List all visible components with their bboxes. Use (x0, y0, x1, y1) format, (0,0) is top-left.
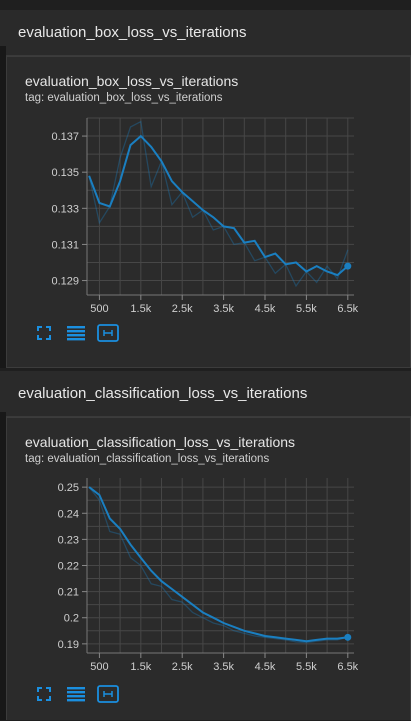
chart-card-classification-loss: evaluation_classification_loss_vs_iterat… (6, 417, 411, 720)
line-chart-classification-loss[interactable]: 0.19 0.2 0.21 0.22 0.23 0.24 0.25 500 1.5k 2.5k 3.… (7, 418, 411, 721)
last-point-marker (344, 262, 352, 270)
y-tick-label: 0.22 (58, 561, 79, 573)
y-tick-label: 0.23 (58, 534, 79, 546)
y-tick-label: 0.131 (51, 239, 79, 251)
y-tick-label: 0.25 (58, 482, 79, 494)
fullscreen-button[interactable] (33, 322, 55, 344)
fit-domain-button[interactable] (97, 322, 119, 344)
y-tick-label: 0.137 (51, 131, 79, 143)
data-table-button[interactable] (65, 683, 87, 705)
y-tick-label: 0.21 (58, 587, 79, 599)
fullscreen-icon (37, 326, 51, 340)
smoothed-series-line (88, 134, 349, 277)
chart-card-box-loss: evaluation_box_loss_vs_iterations tag: e… (6, 56, 411, 368)
section-header-classification-loss[interactable]: evaluation_classification_loss_vs_iterat… (0, 371, 411, 417)
x-tick-label: 500 (90, 661, 108, 673)
chart-toolbar (33, 683, 119, 705)
y-tick-label: 0.2 (64, 613, 79, 625)
section-header-box-loss[interactable]: evaluation_box_loss_vs_iterations (0, 10, 411, 56)
section-title: evaluation_classification_loss_vs_iterat… (18, 385, 308, 402)
chart-toolbar (33, 322, 119, 344)
chart-card-tag: tag: evaluation_box_loss_vs_iterations (25, 92, 223, 104)
left-gutter (0, 46, 6, 368)
x-tick-label: 6.5k (337, 661, 358, 673)
raw-series-line (88, 486, 348, 644)
x-tick-label: 4.5k (255, 303, 276, 315)
fit-domain-icon (97, 324, 119, 342)
chart-card-tag: tag: evaluation_classification_loss_vs_i… (25, 453, 270, 465)
x-tick-label: 500 (90, 303, 108, 315)
line-chart-box-loss[interactable]: 0.129 0.131 0.133 0.135 0.137 500 1.5k 2.5k 3.5k… (7, 57, 411, 369)
left-gutter (0, 412, 6, 720)
y-tick-label: 0.135 (51, 167, 79, 179)
last-point-marker (344, 633, 352, 641)
fullscreen-button[interactable] (33, 683, 55, 705)
raw-series-line (88, 120, 349, 288)
x-tick-label: 3.5k (213, 661, 234, 673)
x-tick-label: 5.5k (296, 303, 317, 315)
y-tick-label: 0.19 (58, 639, 79, 651)
y-tick-label: 0.129 (51, 276, 79, 288)
data-table-icon (67, 326, 85, 341)
x-tick-label: 6.5k (337, 303, 358, 315)
data-table-icon (67, 687, 85, 702)
chart-card-title: evaluation_box_loss_vs_iterations (25, 73, 239, 89)
x-tick-label: 1.5k (130, 303, 151, 315)
data-table-button[interactable] (65, 322, 87, 344)
x-tick-label: 5.5k (296, 661, 317, 673)
y-tick-label: 0.133 (51, 203, 79, 215)
section-title: evaluation_box_loss_vs_iterations (18, 24, 247, 41)
chart-card-title: evaluation_classification_loss_vs_iterat… (25, 434, 296, 450)
fit-domain-icon (97, 685, 119, 703)
x-tick-label: 1.5k (130, 661, 151, 673)
x-tick-label: 4.5k (255, 661, 276, 673)
fullscreen-icon (37, 687, 51, 701)
x-tick-label: 2.5k (172, 303, 193, 315)
x-tick-label: 3.5k (213, 303, 234, 315)
smoothed-series-line (88, 486, 348, 643)
x-tick-label: 2.5k (172, 661, 193, 673)
fit-domain-button[interactable] (97, 683, 119, 705)
y-tick-label: 0.24 (58, 508, 79, 520)
